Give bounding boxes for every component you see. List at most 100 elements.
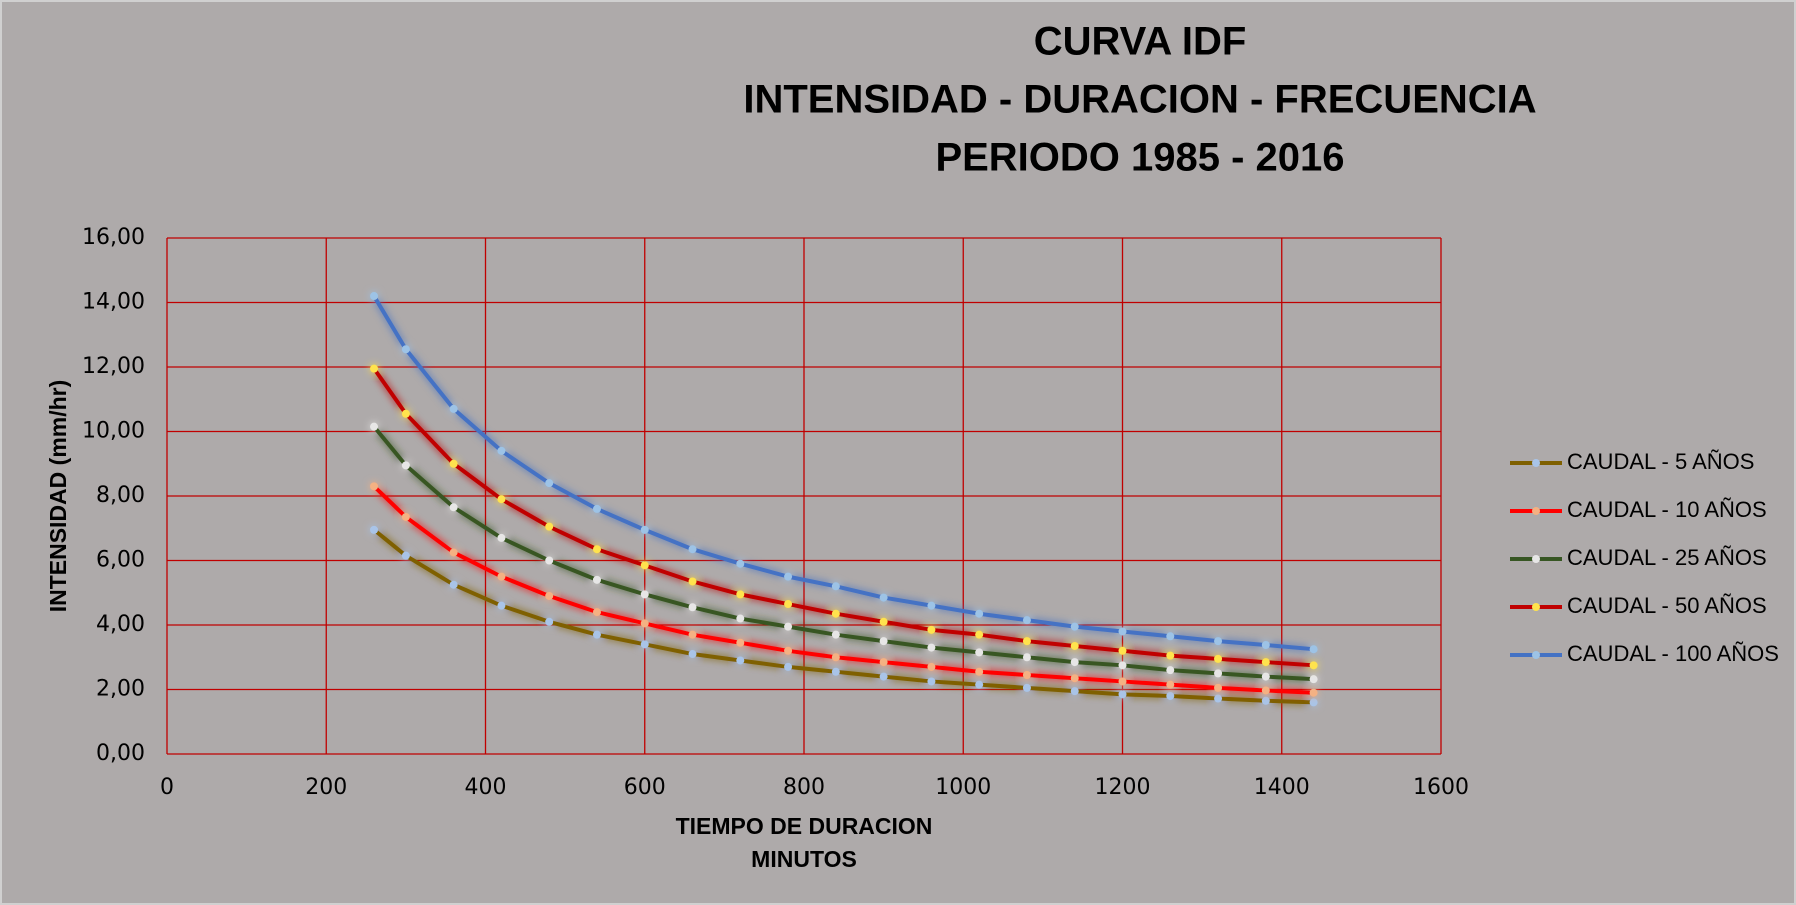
y-tick-label: 2,00 xyxy=(96,677,145,702)
data-point xyxy=(592,545,601,554)
data-point xyxy=(497,533,506,542)
data-point xyxy=(688,603,697,612)
data-point xyxy=(545,617,554,626)
legend-label: CAUDAL - 5 AÑOS xyxy=(1567,449,1754,474)
data-point xyxy=(1070,622,1079,631)
data-point xyxy=(640,590,649,599)
data-point xyxy=(1261,686,1270,695)
data-point xyxy=(975,648,984,657)
data-point xyxy=(879,637,888,646)
data-point xyxy=(1261,640,1270,649)
data-point xyxy=(736,638,745,647)
data-point xyxy=(784,572,793,581)
data-point xyxy=(927,601,936,610)
data-point xyxy=(1309,675,1318,684)
data-point xyxy=(1214,637,1223,646)
data-point xyxy=(1166,691,1175,700)
data-point xyxy=(640,525,649,534)
x-axis-label: MINUTOS xyxy=(751,846,857,872)
data-point xyxy=(370,292,379,301)
x-tick-label: 400 xyxy=(465,775,507,800)
data-point xyxy=(545,591,554,600)
data-point xyxy=(975,667,984,676)
data-point xyxy=(497,601,506,610)
data-point xyxy=(736,614,745,623)
data-point xyxy=(1118,677,1127,686)
x-tick-label: 200 xyxy=(305,775,347,800)
data-point xyxy=(370,422,379,431)
chart-title: CURVA IDF xyxy=(1034,20,1247,64)
chart-title: PERIODO 1985 - 2016 xyxy=(935,136,1344,180)
legend-label: CAUDAL - 10 AÑOS xyxy=(1567,497,1767,522)
data-point xyxy=(736,590,745,599)
data-point xyxy=(1022,637,1031,646)
data-point xyxy=(1166,666,1175,675)
x-axis-label: TIEMPO DE DURACION xyxy=(676,813,933,839)
series xyxy=(370,525,1318,707)
data-point xyxy=(1070,658,1079,667)
data-point xyxy=(1118,627,1127,636)
data-point xyxy=(640,561,649,570)
y-tick-label: 10,00 xyxy=(82,419,145,444)
data-point xyxy=(831,667,840,676)
data-point xyxy=(975,609,984,618)
data-point xyxy=(1309,688,1318,697)
legend-label: CAUDAL - 100 AÑOS xyxy=(1567,641,1779,666)
y-tick-label: 0,00 xyxy=(96,741,145,766)
x-tick-label: 1600 xyxy=(1413,775,1469,800)
x-tick-label: 1000 xyxy=(935,775,991,800)
data-point xyxy=(688,650,697,659)
legend-marker xyxy=(1532,459,1540,467)
data-point xyxy=(1214,683,1223,692)
data-point xyxy=(1118,646,1127,655)
data-point xyxy=(1309,661,1318,670)
data-point xyxy=(1261,672,1270,681)
data-point xyxy=(1261,658,1270,667)
data-point xyxy=(784,600,793,609)
legend-marker xyxy=(1532,603,1540,611)
data-point xyxy=(497,572,506,581)
data-point xyxy=(831,582,840,591)
data-point xyxy=(592,504,601,513)
data-point xyxy=(1070,687,1079,696)
data-point xyxy=(1118,690,1127,699)
data-point xyxy=(1070,641,1079,650)
data-point xyxy=(497,495,506,504)
series xyxy=(370,482,1318,697)
legend-label: CAUDAL - 25 AÑOS xyxy=(1567,545,1767,570)
data-point xyxy=(879,658,888,667)
data-point xyxy=(497,446,506,455)
x-tick-label: 1400 xyxy=(1254,775,1310,800)
data-point xyxy=(1022,616,1031,625)
data-point xyxy=(975,630,984,639)
data-point xyxy=(1309,698,1318,707)
data-point xyxy=(688,545,697,554)
series xyxy=(370,292,1318,654)
data-point xyxy=(449,503,458,512)
data-point xyxy=(784,662,793,671)
data-point xyxy=(592,575,601,584)
data-point xyxy=(449,548,458,557)
series xyxy=(370,422,1318,684)
chart-title: INTENSIDAD - DURACION - FRECUENCIA xyxy=(743,78,1536,122)
data-point xyxy=(1022,653,1031,662)
data-point xyxy=(370,364,379,373)
data-point xyxy=(975,680,984,689)
series xyxy=(370,364,1318,670)
data-point xyxy=(545,556,554,565)
data-point xyxy=(592,608,601,617)
legend-marker xyxy=(1532,507,1540,515)
data-point xyxy=(927,643,936,652)
y-tick-label: 14,00 xyxy=(82,290,145,315)
data-point xyxy=(1022,670,1031,679)
data-point xyxy=(1214,654,1223,663)
x-tick-label: 600 xyxy=(624,775,666,800)
data-point xyxy=(831,653,840,662)
data-point xyxy=(1261,696,1270,705)
data-point xyxy=(784,646,793,655)
x-tick-label: 1200 xyxy=(1095,775,1151,800)
data-point xyxy=(592,630,601,639)
data-point xyxy=(831,630,840,639)
data-point xyxy=(1166,632,1175,641)
